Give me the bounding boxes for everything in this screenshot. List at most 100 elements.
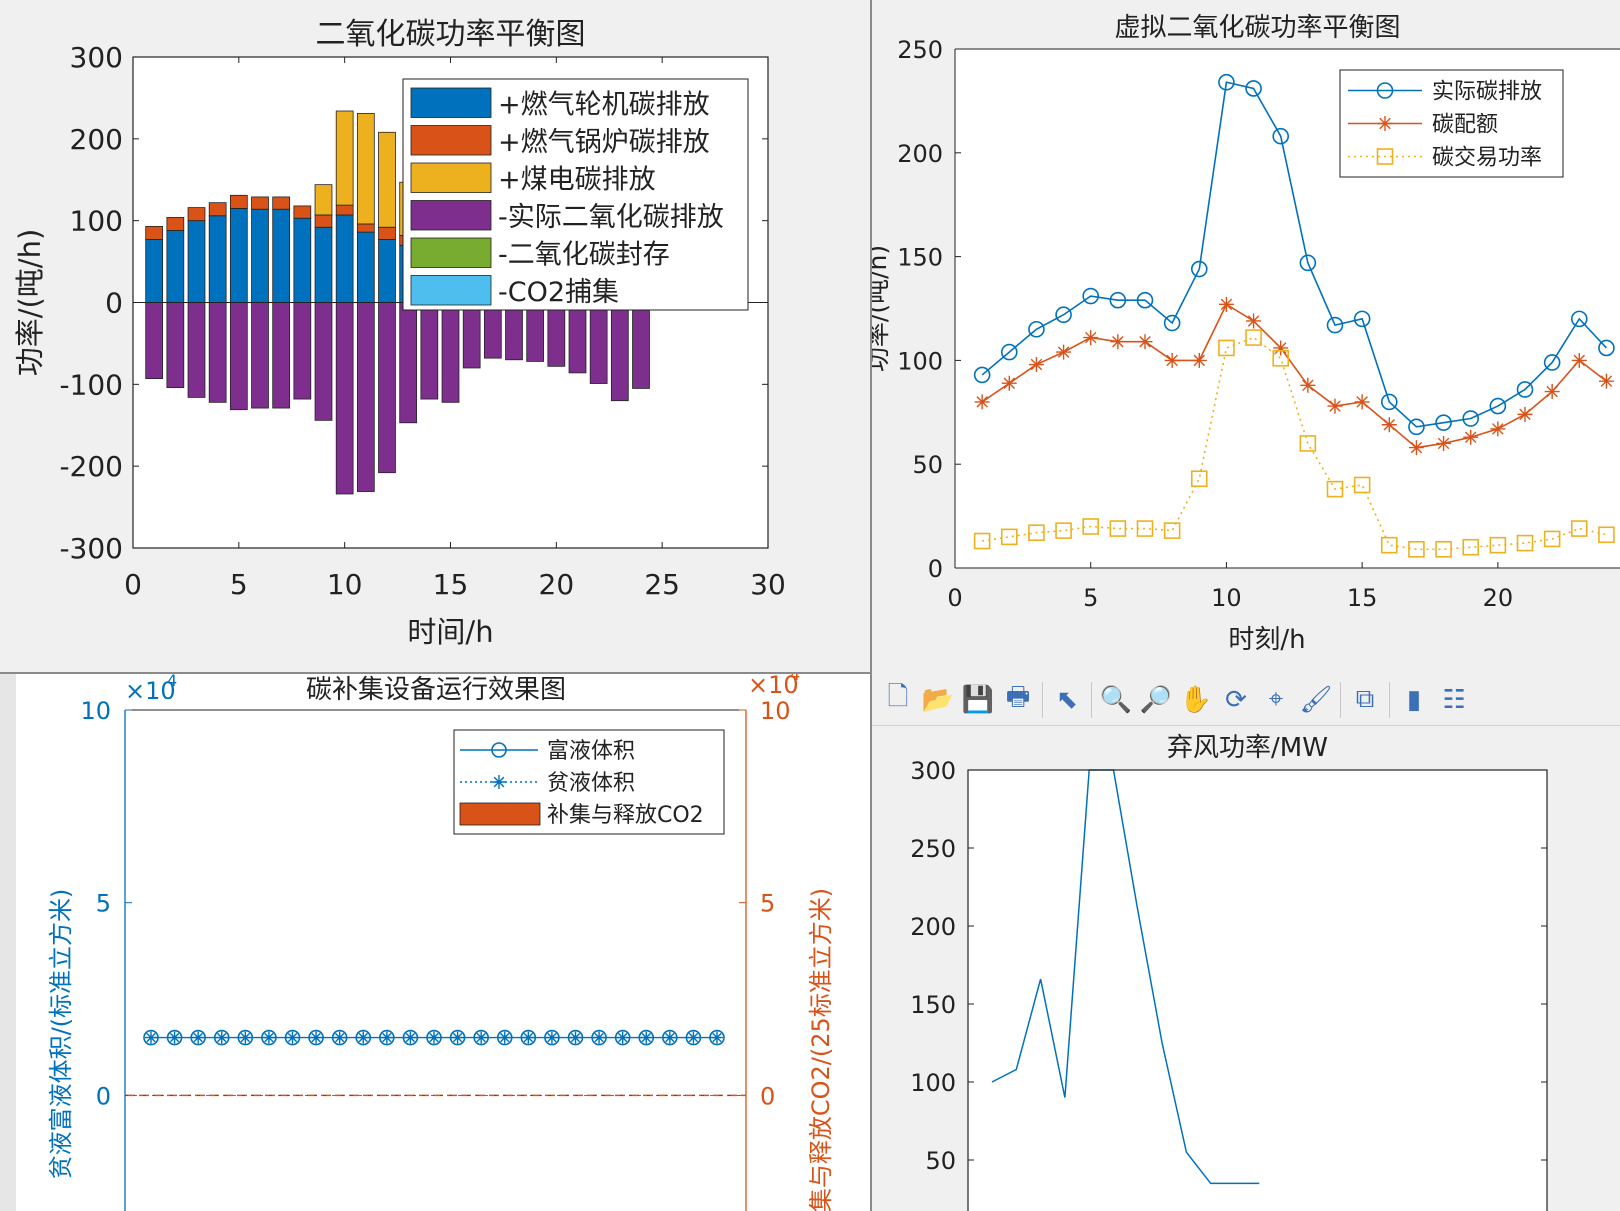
save-icon[interactable]: 💾 [961, 684, 995, 715]
x-tick-label: 15 [433, 568, 469, 601]
data-point [1570, 520, 1588, 537]
data-point [1272, 127, 1290, 145]
data-point [166, 1029, 183, 1046]
data-point [1598, 526, 1615, 544]
data-point [308, 1029, 324, 1046]
toolbar-separator [1340, 681, 1341, 718]
rotate-icon[interactable]: ⟳ [1225, 684, 1247, 715]
bar-segment [187, 220, 206, 303]
y-axis-label: 功率/(吨/h) [872, 245, 892, 372]
bar-segment [378, 302, 396, 474]
right-y-tick-label: 0 [760, 1082, 775, 1110]
data-cursor-icon[interactable]: ⌖ [1268, 684, 1284, 714]
colorbar-icon[interactable]: ▮ [1406, 684, 1422, 715]
data-point [1326, 316, 1344, 334]
data-point [1109, 291, 1127, 309]
data-point [662, 1029, 678, 1046]
data-point [355, 1029, 372, 1046]
data-point [1598, 373, 1614, 389]
data-point [1028, 524, 1045, 542]
data-point [709, 1029, 725, 1046]
bar-segment [378, 131, 396, 228]
data-point [1028, 320, 1045, 338]
data-point [449, 1029, 466, 1046]
data-point [593, 1031, 606, 1044]
link-icon[interactable]: ⧉ [1355, 684, 1375, 714]
data-point [402, 1029, 419, 1046]
zoom-out-icon[interactable]: 🔎 [1139, 684, 1173, 715]
bar-segment [568, 302, 587, 374]
figure-divider [0, 672, 872, 674]
bar-segment [335, 302, 354, 495]
legend-label: -实际二氧化碳排放 [498, 202, 724, 233]
data-point [1489, 536, 1507, 554]
legend-marker [1376, 82, 1394, 99]
legend-swatch [410, 162, 492, 193]
open-file-icon[interactable]: 📂 [921, 684, 955, 715]
figure-carbon-capture: 碳补集设备运行效果图 0 0 5 5 10 10 ×10 4 ×10 4 贫液富液体积/(标准立方米)… [16, 674, 872, 1211]
data-point [190, 1029, 206, 1046]
x-tick-label: 10 [1211, 584, 1242, 612]
bar-segment [187, 207, 206, 222]
data-point [1543, 354, 1561, 371]
x-axis-label: 时间/h [407, 615, 493, 649]
pointer-icon[interactable]: ⬉ [1056, 684, 1078, 715]
data-point [1463, 429, 1479, 445]
data-point [1516, 534, 1534, 552]
data-point [1380, 393, 1398, 411]
legend-marker [1376, 148, 1394, 165]
right-y-axis-label: 补集与释放CO2/(25标准立方米) [807, 888, 835, 1211]
bar-segment [293, 217, 312, 303]
bar-segment [356, 302, 375, 492]
pan-icon[interactable]: ✋ [1179, 684, 1213, 715]
left-y-tick-label: 0 [96, 1082, 111, 1110]
data-point [1353, 476, 1371, 494]
data-point [1245, 329, 1262, 346]
x-tick-label: 10 [327, 568, 363, 601]
y-tick-label: 50 [925, 1147, 956, 1175]
y-tick-label: 150 [897, 244, 943, 272]
new-figure-icon[interactable]: 🗋 [887, 681, 909, 712]
brush-icon[interactable]: 🖌 [1299, 684, 1333, 715]
data-point [1490, 421, 1506, 437]
legend-icon[interactable]: ☷ [1442, 684, 1466, 715]
data-point [473, 1029, 489, 1046]
data-point [974, 394, 990, 410]
y-tick-label: 200 [897, 140, 943, 168]
right-y-tick-label: 5 [760, 890, 775, 918]
bar-segment [335, 110, 354, 206]
data-point [1000, 343, 1018, 361]
legend-label: -CO2捕集 [498, 277, 619, 308]
left-y-axis-label: 贫液富液体积/(标准立方米) [47, 889, 75, 1180]
y-tick-label: 50 [912, 451, 943, 479]
data-point [1191, 352, 1207, 368]
right-y-tick-label: 10 [760, 697, 791, 725]
bar-segment [208, 302, 227, 403]
zoom-in-icon[interactable]: 🔍 [1099, 684, 1133, 715]
bar-segment [314, 214, 333, 228]
y-axis-label: 功率/(吨/h) [13, 229, 47, 377]
data-point [567, 1029, 584, 1046]
data-point [239, 1031, 252, 1044]
legend-swatch [410, 237, 492, 268]
data-point [1273, 340, 1289, 356]
data-point [687, 1031, 700, 1044]
x-tick-label: 20 [1483, 584, 1514, 612]
data-point [1245, 80, 1262, 97]
x-tick-label: 5 [1083, 584, 1098, 612]
bar-segment [356, 231, 375, 303]
data-point [1028, 357, 1044, 373]
data-point [475, 1031, 488, 1044]
data-point [498, 1031, 511, 1044]
bar-segment [441, 302, 460, 403]
data-point [331, 1029, 348, 1046]
data-point [1218, 296, 1234, 312]
data-point [1136, 291, 1154, 309]
data-point [451, 1031, 464, 1044]
bar-segment [335, 214, 354, 303]
data-point [1435, 541, 1452, 558]
print-icon[interactable]: 🖶 [1005, 681, 1031, 712]
